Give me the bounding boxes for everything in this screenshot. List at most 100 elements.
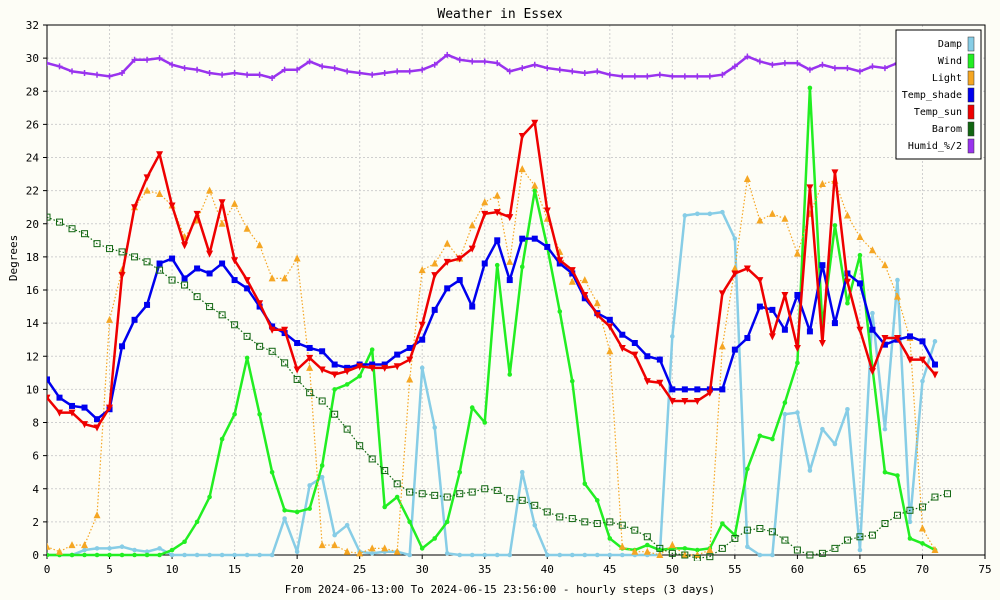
data-point — [169, 61, 176, 68]
data-point — [831, 320, 838, 327]
data-point — [793, 249, 801, 257]
data-point — [331, 65, 338, 72]
data-point — [319, 348, 326, 355]
data-point — [519, 65, 526, 72]
data-point — [243, 224, 251, 232]
data-point — [594, 552, 600, 558]
data-point — [594, 498, 600, 503]
data-point — [143, 174, 151, 182]
data-point — [131, 253, 139, 261]
data-point — [69, 402, 76, 409]
data-point — [406, 375, 414, 383]
data-point — [631, 340, 638, 346]
data-point — [831, 65, 838, 72]
legend-swatch — [967, 53, 975, 69]
data-point — [531, 235, 538, 242]
data-point — [231, 199, 239, 207]
data-point — [568, 277, 576, 285]
data-point — [244, 552, 250, 558]
data-point — [207, 552, 212, 558]
data-point — [920, 541, 925, 546]
data-point — [393, 547, 401, 555]
series-temp-sun — [47, 119, 939, 432]
data-point — [481, 58, 488, 65]
legend-swatch — [967, 70, 975, 86]
data-point — [518, 496, 526, 504]
data-point — [106, 404, 114, 412]
data-point — [293, 366, 301, 374]
data-point — [407, 519, 412, 525]
data-point — [468, 221, 476, 229]
data-point — [457, 552, 463, 558]
data-point — [431, 272, 439, 280]
data-point — [168, 202, 176, 210]
data-point — [269, 75, 276, 81]
data-point — [131, 204, 139, 212]
data-point — [494, 262, 500, 268]
data-point — [507, 552, 513, 558]
data-point — [469, 303, 476, 310]
data-point — [506, 257, 514, 265]
data-point — [618, 344, 626, 352]
y-tick-label: 22 — [26, 185, 39, 198]
data-point — [47, 394, 51, 402]
data-point — [293, 375, 301, 383]
legend-label: Damp — [938, 39, 962, 50]
legend-swatch — [967, 104, 975, 120]
series-layer — [47, 51, 951, 561]
data-point — [143, 258, 151, 266]
data-point — [47, 552, 50, 558]
series-line — [47, 168, 936, 556]
data-point — [606, 347, 614, 355]
data-point — [607, 552, 613, 558]
data-point — [681, 551, 689, 559]
data-point — [631, 351, 639, 359]
data-point — [868, 368, 876, 376]
series-humid-2 — [47, 51, 901, 81]
data-point — [306, 363, 314, 371]
data-point — [881, 65, 888, 72]
data-point — [681, 551, 689, 558]
data-point — [931, 493, 939, 501]
y-tick-label: 8 — [32, 417, 39, 430]
data-point — [618, 521, 626, 529]
data-point — [368, 455, 376, 463]
data-point — [481, 485, 489, 493]
x-tick-label: 20 — [291, 563, 304, 576]
data-point — [406, 344, 413, 351]
data-point — [93, 511, 101, 519]
data-point — [494, 60, 501, 67]
data-point — [93, 424, 101, 432]
data-point — [407, 552, 412, 558]
data-point — [307, 483, 312, 488]
data-point — [907, 536, 913, 541]
data-point — [706, 546, 714, 554]
data-point — [331, 371, 339, 379]
data-point — [419, 336, 426, 343]
data-point — [745, 544, 750, 550]
legend-label: Wind — [938, 56, 962, 67]
y-tick-label: 30 — [26, 52, 39, 65]
data-point — [843, 278, 851, 286]
data-point — [668, 397, 676, 405]
data-point — [620, 552, 625, 558]
data-point — [394, 494, 400, 500]
data-point — [119, 343, 126, 350]
legend-label: Temp_sun — [914, 107, 962, 118]
data-point — [256, 71, 263, 78]
series-light — [47, 165, 939, 558]
data-point — [918, 524, 926, 532]
data-point — [343, 425, 351, 433]
data-point — [532, 188, 538, 193]
data-point — [94, 416, 101, 423]
data-point — [157, 552, 162, 558]
data-point — [256, 342, 264, 350]
data-point — [194, 552, 200, 558]
data-point — [281, 326, 289, 334]
data-point — [169, 547, 175, 553]
data-point — [456, 255, 464, 263]
x-tick-label: 35 — [478, 563, 491, 576]
data-point — [856, 280, 863, 287]
data-point — [756, 525, 764, 532]
